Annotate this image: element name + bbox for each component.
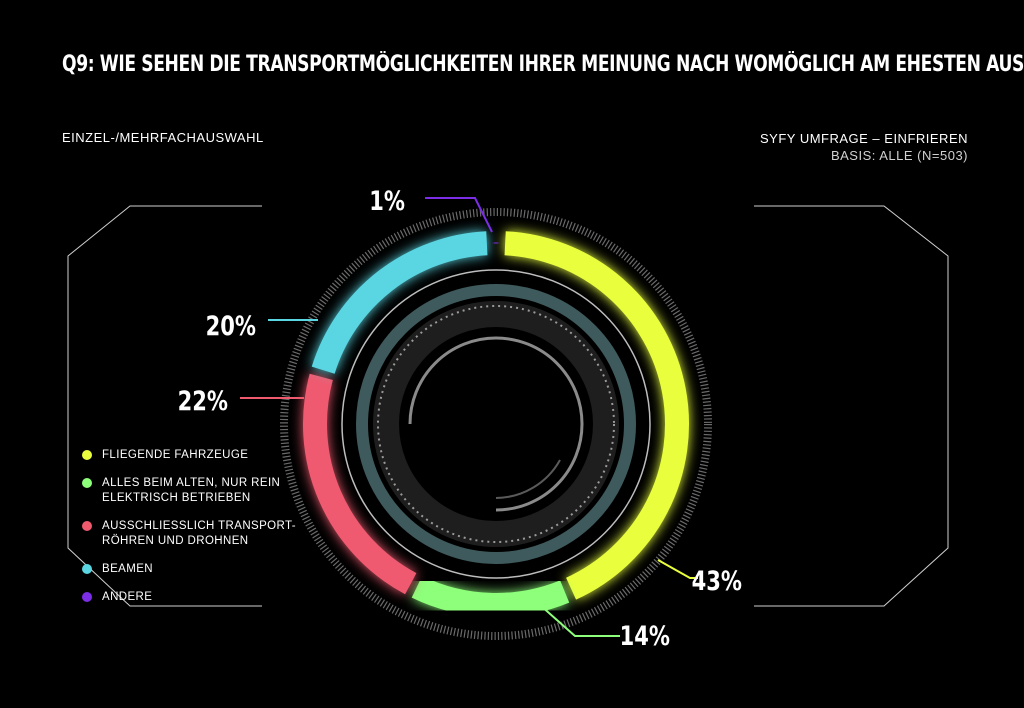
inner-ring-dotted [377,305,615,543]
legend-item: BEAMEN [82,562,302,577]
selection-type-label: EINZEL-/MEHRFACHAUSWAHL [62,130,264,145]
leader-line-2 [539,604,620,637]
inner-arc-gray [408,336,584,512]
donut-segment-ausschliesslich-transpor [303,373,417,595]
hud-frame-left [67,205,262,607]
value-label-2: 14% [620,620,670,651]
donut-segment-beamen [311,231,488,374]
legend-item: ANDERE [82,590,302,605]
value-label-5: 1% [369,185,405,216]
legend-item: ALLES BEIM ALTEN, NUR REIN ELEKTRISCH BE… [82,476,302,506]
inner-ring-wide [356,284,636,564]
outer-tick-ring [280,208,712,640]
leader-line-1 [657,559,698,579]
legend-dot-alles-beim-alten [82,478,92,488]
legend-dot-transportroehren [82,521,92,531]
legend-dot-andere [82,592,92,602]
value-label-3: 22% [178,385,228,416]
donut-segment-fliegende-fahrzeuge [504,231,689,600]
donut-segments [303,231,689,617]
legend-item: AUSSCHLIESSLICH TRANSPORT-RÖHREN UND DRO… [82,519,302,549]
inner-ring-dark [373,301,619,547]
legend-label: ANDERE [102,591,153,603]
legend-label: AUSSCHLIESSLICH TRANSPORT-RÖHREN UND DRO… [102,520,297,547]
source-info: SYFY UMFRAGE – EINFRIEREN BASIS: ALLE (N… [760,130,968,164]
legend: FLIEGENDE FAHRZEUGE ALLES BEIM ALTEN, NU… [82,448,302,618]
legend-label: BEAMEN [102,563,153,575]
value-label-1: 43% [692,565,742,596]
basis-label: BASIS: ALLE (N=503) [830,148,968,163]
source-label: SYFY UMFRAGE – EINFRIEREN [759,131,968,146]
legend-dot-beamen [82,564,92,574]
legend-dot-fliegende-fahrzeuge [82,450,92,460]
hud-frame-right [754,205,949,607]
value-labels: 43% 14% 22% 20% 1% [178,185,742,651]
legend-label: ALLES BEIM ALTEN, NUR REIN ELEKTRISCH BE… [102,477,281,504]
inner-ring-thin [341,269,651,579]
legend-label: FLIEGENDE FAHRZEUGE [102,449,249,461]
leader-line-5 [425,197,493,233]
legend-item: FLIEGENDE FAHRZEUGE [82,448,302,463]
value-label-4: 20% [206,310,256,341]
leader-lines [240,197,698,637]
donut-segment-alles-beim-alten-nur-rei [411,575,570,617]
inner-arc-gap [495,459,561,499]
